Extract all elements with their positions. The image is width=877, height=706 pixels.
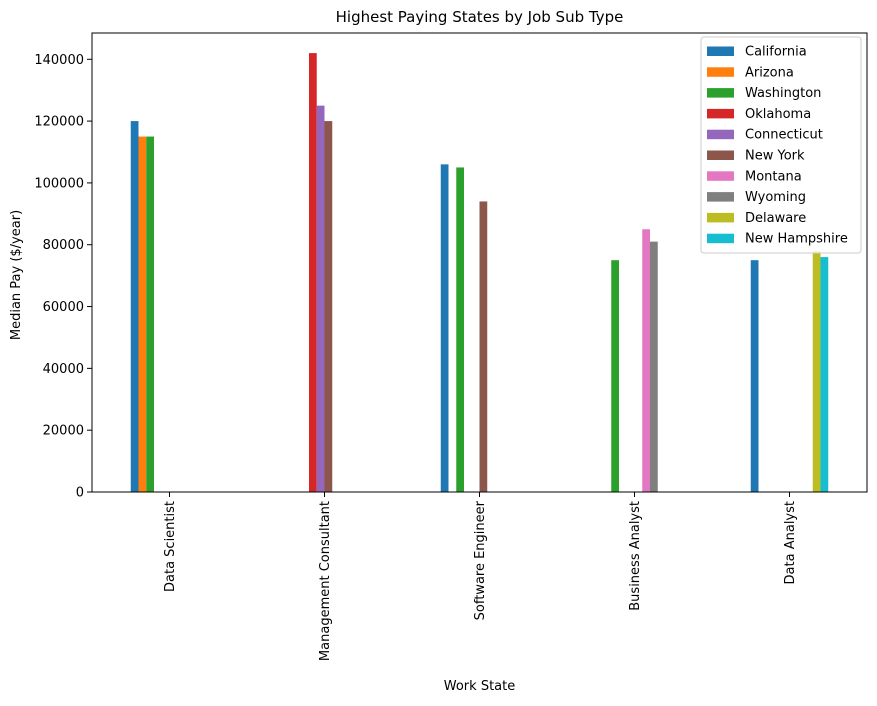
y-tick-label: 120000 [34, 115, 84, 130]
y-tick-label: 140000 [34, 53, 84, 68]
legend-label: New York [745, 149, 805, 164]
y-axis-title: Median Pay ($/year) [9, 210, 24, 340]
legend: California Arizona Washington Oklahoma Conne… [700, 36, 862, 254]
y-tick-label: 20000 [43, 424, 84, 439]
legend-label: Wyoming [745, 190, 806, 205]
legend-swatch [707, 67, 734, 77]
bar [309, 53, 317, 493]
chart-title: Highest Paying States by Job Sub Type [336, 8, 624, 26]
bar [324, 121, 333, 492]
legend-swatch [707, 150, 734, 160]
legend-label: New Hampshire [745, 232, 848, 247]
legend-label: Montana [745, 169, 802, 184]
legend-swatch [707, 171, 734, 181]
bar [650, 241, 658, 492]
legend-label: Connecticut [745, 128, 823, 143]
legend-swatch [707, 192, 734, 202]
y-tick-label: 0 [76, 486, 84, 501]
bar [820, 257, 829, 492]
legend-frame [700, 36, 862, 254]
axes-layer: 0 20000 40000 60000 80000 100000 120000 140000 D… [34, 32, 868, 661]
bar [611, 260, 619, 492]
legend-swatch [707, 129, 734, 140]
bar [440, 164, 449, 493]
bar [316, 105, 325, 492]
bar [456, 167, 464, 492]
bar [479, 201, 488, 492]
y-tick-label: 100000 [34, 176, 84, 191]
bar [146, 136, 154, 493]
legend-label: Arizona [745, 65, 794, 80]
x-tick-label: Data Analyst [783, 501, 798, 584]
legend-swatch [707, 46, 734, 56]
bars-layer [130, 53, 829, 493]
x-tick-label: Data Scientist [163, 501, 178, 592]
legend-label: California [745, 45, 807, 60]
legend-swatch [707, 108, 734, 119]
y-tick-label: 80000 [43, 238, 84, 253]
x-axis-title: Work State [444, 679, 515, 694]
legend-swatch [707, 212, 734, 223]
legend-label: Delaware [745, 211, 806, 226]
y-tick-label: 40000 [43, 362, 84, 377]
y-tick-label: 60000 [43, 300, 84, 315]
bar [750, 260, 759, 492]
x-tick-label: Management Consultant [318, 501, 333, 661]
bar [812, 250, 821, 492]
bar [642, 229, 650, 492]
legend-label: Oklahoma [745, 107, 811, 122]
legend-label: Washington [745, 86, 821, 101]
x-tick-label: Software Engineer [473, 500, 488, 620]
x-tick-label: Business Analyst [628, 501, 643, 611]
bar [138, 136, 147, 493]
legend-swatch [707, 233, 734, 244]
bar [130, 121, 139, 492]
legend-swatch [707, 88, 734, 98]
